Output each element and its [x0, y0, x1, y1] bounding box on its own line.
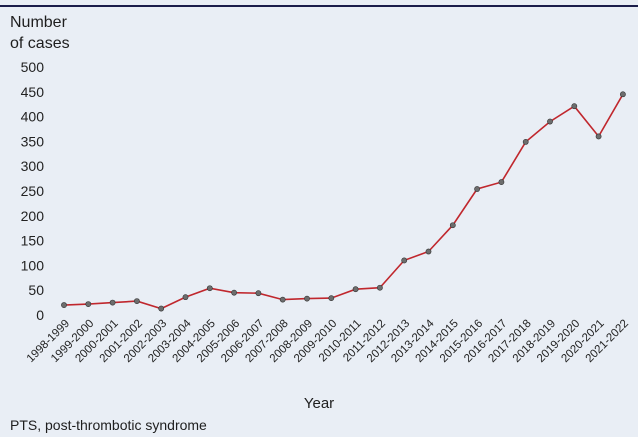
y-tick-label: 300	[21, 158, 45, 174]
data-point	[595, 133, 602, 140]
data-point	[304, 295, 310, 302]
series-line	[63, 93, 624, 310]
x-axis-title: Year	[303, 395, 335, 412]
data-point	[376, 284, 383, 291]
y-axis-title-line-1: Number	[10, 14, 67, 31]
y-tick-label: 200	[21, 208, 45, 224]
y-axis-title-line-2: of cases	[10, 35, 70, 52]
data-point	[328, 295, 335, 302]
y-tick-label: 50	[28, 282, 44, 298]
data-point	[279, 296, 286, 303]
data-point	[449, 222, 456, 229]
data-point	[231, 289, 237, 296]
footnote: PTS, post-thrombotic syndrome	[10, 417, 207, 433]
data-point	[182, 294, 189, 301]
data-point	[547, 118, 553, 125]
data-point	[571, 103, 578, 110]
data-point	[158, 305, 165, 312]
data-point	[498, 179, 505, 185]
data-point	[352, 286, 359, 293]
data-point	[401, 257, 408, 264]
data-point	[61, 302, 67, 308]
data-point	[109, 299, 116, 306]
y-tick-label: 150	[21, 233, 45, 249]
data-point	[85, 301, 92, 307]
data-point	[522, 138, 529, 145]
data-point	[255, 290, 262, 297]
data-point	[425, 248, 432, 255]
y-tick-label: 250	[21, 183, 45, 199]
data-point	[474, 186, 480, 192]
y-tick-label: 400	[21, 109, 45, 125]
y-tick-label: 0	[36, 307, 44, 323]
y-tick-label: 450	[21, 84, 45, 100]
top-rule	[0, 5, 638, 7]
y-axis-title: Number of cases	[10, 12, 70, 54]
data-point	[206, 285, 213, 292]
y-tick-label: 500	[21, 59, 45, 75]
data-point	[620, 91, 626, 98]
y-tick-label: 350	[21, 133, 45, 149]
data-point	[133, 298, 140, 305]
y-tick-label: 100	[21, 257, 45, 273]
